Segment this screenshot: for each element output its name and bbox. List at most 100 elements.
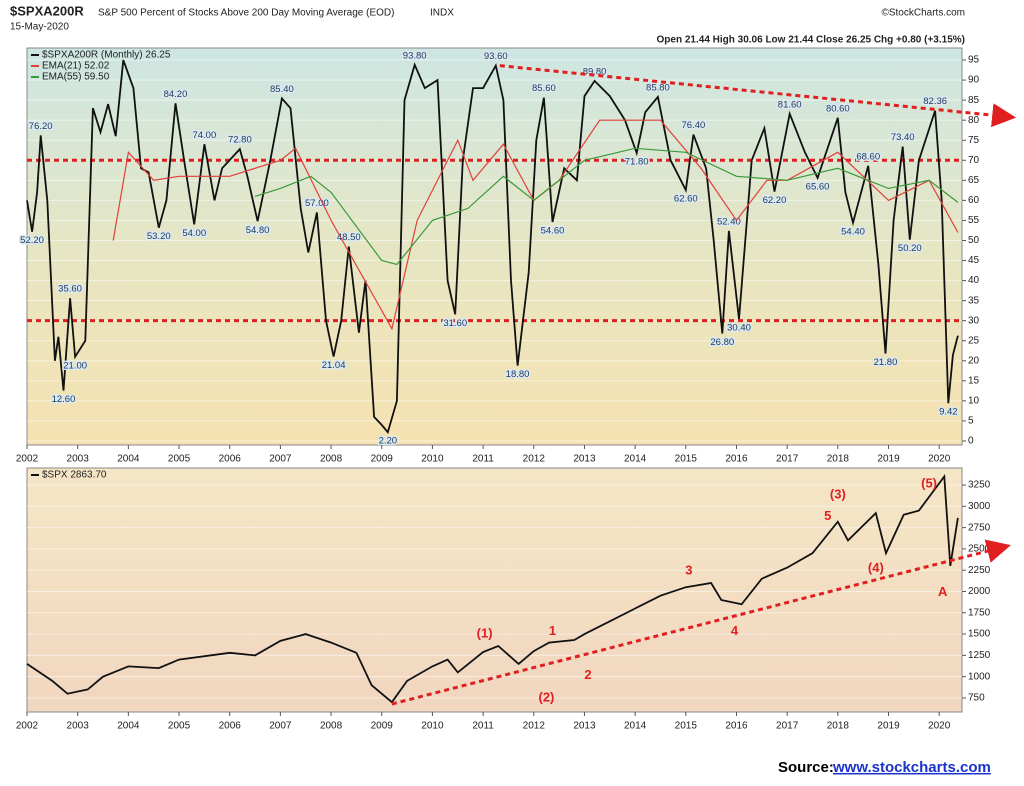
value-label: 62.20 <box>763 195 787 206</box>
value-label: 74.00 <box>192 130 216 141</box>
value-label: 68.60 <box>856 151 880 162</box>
series-line <box>26 59 959 435</box>
value-label: 85.80 <box>646 82 670 93</box>
legend-label: $SPX 2863.70 <box>42 470 107 481</box>
y-tick-label: 1750 <box>968 607 991 618</box>
wave-label: 2 <box>584 667 591 682</box>
x-tick-label: 2020 <box>928 721 951 732</box>
series-line <box>254 147 959 266</box>
x-tick-label: 2010 <box>421 454 444 465</box>
y-tick-label: 10 <box>968 396 980 407</box>
value-label: 54.80 <box>246 225 270 236</box>
y-tick-label: 2500 <box>968 544 991 555</box>
y-tick-label: 50 <box>968 235 980 246</box>
x-tick-label: 2013 <box>573 721 596 732</box>
value-label: 52.40 <box>717 216 741 227</box>
value-label: 76.40 <box>682 120 706 131</box>
trend-line <box>391 539 1011 706</box>
y-tick-label: 0 <box>968 436 974 447</box>
y-tick-label: 15 <box>968 375 980 386</box>
y-tick-label: 35 <box>968 295 980 306</box>
value-label: 52.20 <box>20 235 44 246</box>
x-tick-label: 2018 <box>827 721 850 732</box>
value-label: 54.40 <box>841 226 865 237</box>
value-label: 71.80 <box>625 157 649 168</box>
wave-label: 4 <box>731 623 739 638</box>
trend-line <box>499 64 1017 128</box>
y-tick-label: 70 <box>968 155 980 166</box>
y-tick-label: 55 <box>968 215 980 226</box>
value-label: 73.40 <box>891 132 915 143</box>
x-tick-label: 2018 <box>827 454 850 465</box>
wave-label: 1 <box>549 623 556 638</box>
plot-area <box>26 47 963 446</box>
value-label: 21.04 <box>322 360 346 371</box>
exchange: INDX <box>430 8 454 19</box>
y-tick-label: 20 <box>968 355 980 366</box>
copyright: ©StockCharts.com <box>881 8 965 19</box>
y-tick-label: 80 <box>968 115 980 126</box>
y-tick-label: 60 <box>968 195 980 206</box>
x-tick-label: 2012 <box>523 454 546 465</box>
x-tick-label: 2011 <box>472 454 494 465</box>
x-tick-label: 2003 <box>67 454 90 465</box>
wave-label: (4) <box>868 560 884 575</box>
value-label: 12.60 <box>52 394 76 405</box>
y-tick-label: 750 <box>968 693 985 704</box>
x-tick-label: 2005 <box>168 721 191 732</box>
x-tick-label: 2005 <box>168 454 191 465</box>
value-label: 85.60 <box>532 83 556 94</box>
y-tick-label: 45 <box>968 255 980 266</box>
value-label: 85.40 <box>270 84 294 95</box>
y-tick-label: 90 <box>968 75 980 86</box>
y-tick-label: 1000 <box>968 671 991 682</box>
legend-label: EMA(55) 59.50 <box>42 72 110 83</box>
wave-label: 5 <box>824 508 831 523</box>
value-label: 93.60 <box>484 51 508 62</box>
value-label: 31.60 <box>443 318 467 329</box>
value-label: 26.80 <box>710 337 734 348</box>
value-label: 84.20 <box>164 89 188 100</box>
x-tick-label: 2019 <box>877 454 900 465</box>
y-tick-label: 1500 <box>968 629 991 640</box>
subtitle: S&P 500 Percent of Stocks Above 200 Day … <box>98 8 394 19</box>
value-label: 54.00 <box>182 228 206 239</box>
value-label: 21.00 <box>63 360 87 371</box>
y-tick-label: 2250 <box>968 565 991 576</box>
x-tick-label: 2016 <box>725 454 748 465</box>
value-label: 50.20 <box>898 243 922 254</box>
x-tick-label: 2004 <box>117 454 140 465</box>
value-label: 35.60 <box>58 284 82 295</box>
x-tick-label: 2003 <box>67 721 90 732</box>
wave-label: 3 <box>685 562 692 577</box>
y-tick-label: 2000 <box>968 586 991 597</box>
wave-label: (3) <box>830 487 846 502</box>
value-label: 62.60 <box>674 193 698 204</box>
y-tick-label: 30 <box>968 315 980 326</box>
x-tick-label: 2017 <box>776 454 799 465</box>
x-tick-label: 2019 <box>877 721 900 732</box>
x-tick-label: 2020 <box>928 454 951 465</box>
x-tick-label: 2012 <box>523 721 546 732</box>
x-tick-label: 2004 <box>117 721 140 732</box>
x-tick-label: 2007 <box>269 721 292 732</box>
y-tick-label: 65 <box>968 175 980 186</box>
y-tick-label: 3250 <box>968 480 991 491</box>
x-tick-label: 2015 <box>675 454 698 465</box>
value-label: 57.00 <box>305 198 329 209</box>
x-tick-label: 2014 <box>624 721 647 732</box>
y-tick-label: 75 <box>968 135 980 146</box>
x-tick-label: 2017 <box>776 721 799 732</box>
y-tick-label: 85 <box>968 95 980 106</box>
y-tick-label: 3000 <box>968 501 991 512</box>
x-tick-label: 2008 <box>320 721 343 732</box>
plot-area <box>26 467 963 713</box>
x-tick-label: 2007 <box>269 454 292 465</box>
source-label: Source: <box>778 759 834 776</box>
series-line <box>26 474 959 704</box>
y-tick-label: 25 <box>968 335 980 346</box>
value-label: 53.20 <box>147 231 171 242</box>
date: 15-May-2020 <box>10 22 69 33</box>
wave-label: (2) <box>538 689 554 704</box>
source-link[interactable]: www.stockcharts.com <box>832 759 991 776</box>
